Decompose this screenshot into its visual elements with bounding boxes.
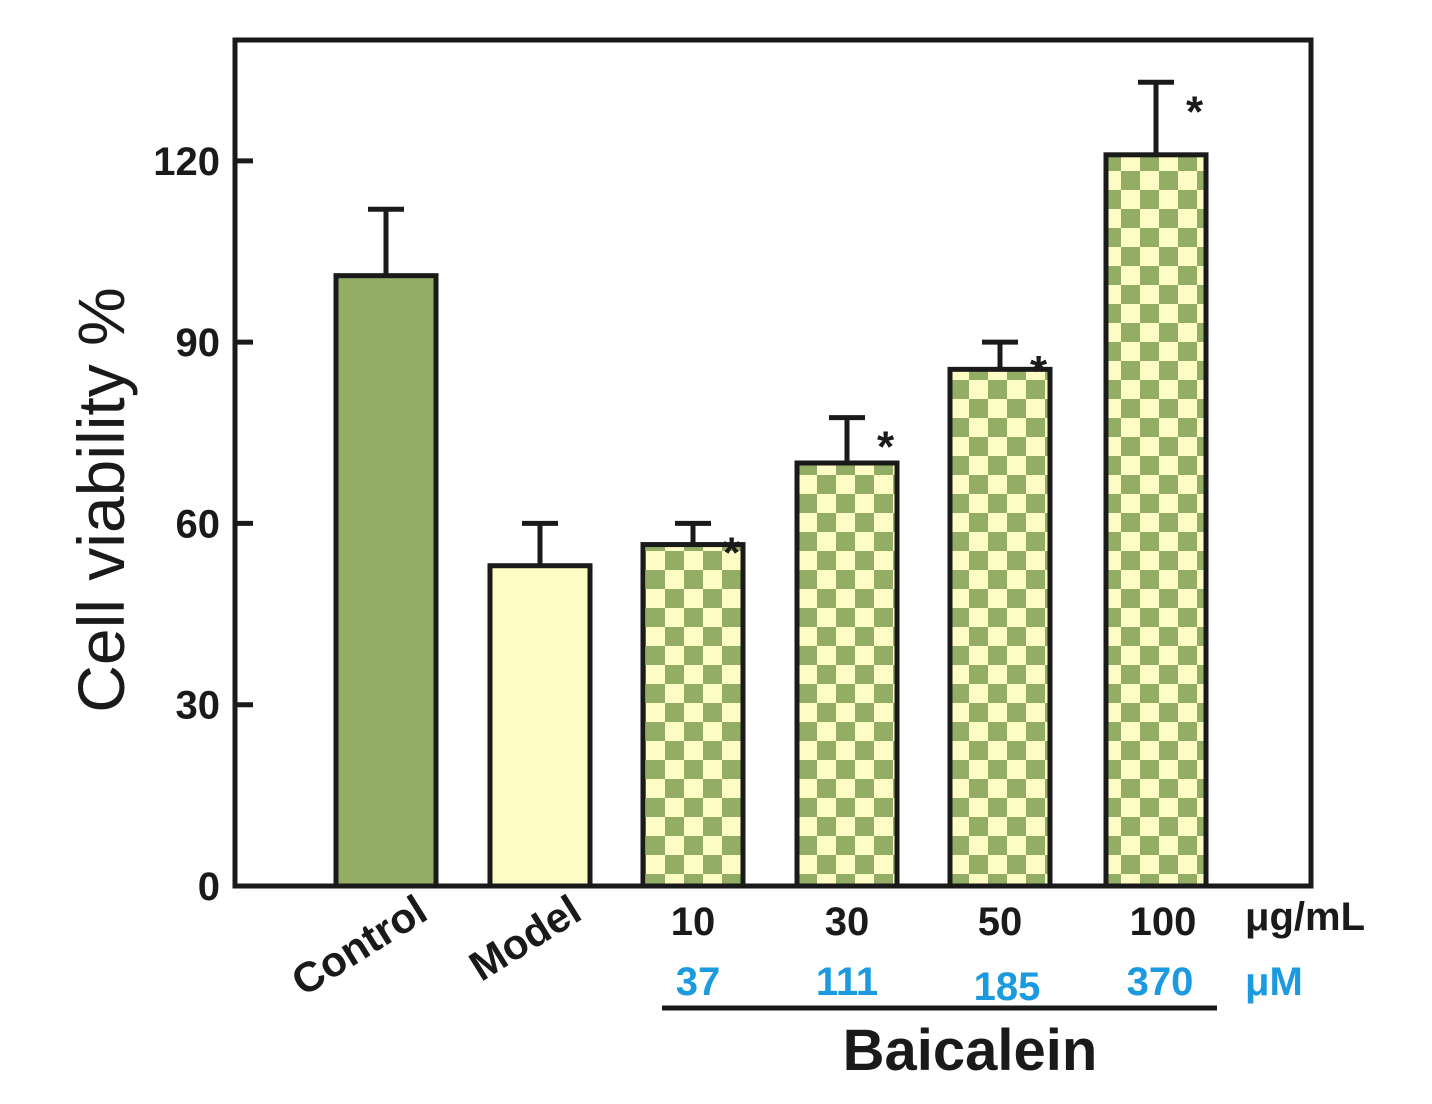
x-label-50: 50 [978, 900, 1023, 944]
bar-0 [333, 273, 439, 889]
significance-marker: * [723, 528, 741, 577]
bar-3 [794, 460, 900, 889]
plot-frame [232, 37, 1314, 889]
bar-2 [640, 542, 746, 889]
y-tick-label: 30 [176, 684, 221, 728]
y-tick-label: 0 [198, 865, 220, 909]
molar-label-185: 185 [974, 965, 1041, 1009]
y-axis-label: Cell viability % [64, 287, 138, 712]
bar-4 [947, 366, 1053, 889]
x-label-10: 10 [671, 900, 716, 944]
y-tick-label: 120 [153, 140, 220, 184]
y-tick-label: 90 [176, 321, 221, 365]
y-tick-label: 60 [176, 502, 221, 546]
bar-1 [487, 563, 593, 889]
x-label-100: 100 [1130, 900, 1197, 944]
x-label-control: Control [283, 886, 435, 1005]
x-label-model: Model [461, 886, 589, 990]
molar-label-111: 111 [816, 960, 878, 1004]
significance-marker: * [877, 423, 895, 472]
molar-label-37: 37 [676, 960, 721, 1004]
group-label: Baicalein [843, 1018, 1098, 1083]
unit-mass-label: μg/mL [1245, 895, 1365, 939]
molar-label-370: 370 [1127, 960, 1194, 1004]
unit-molar-label: μM [1245, 960, 1303, 1004]
significance-marker: * [1186, 87, 1204, 136]
x-label-30: 30 [825, 900, 870, 944]
significance-marker: * [1030, 347, 1048, 396]
bar-5 [1103, 152, 1209, 889]
